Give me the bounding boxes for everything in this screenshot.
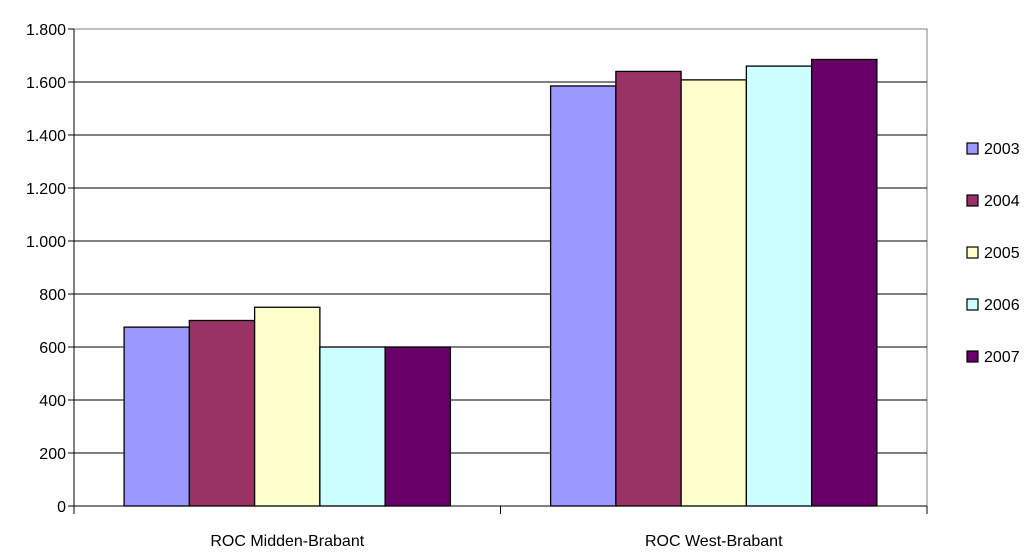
legend-label: 2004 <box>984 193 1020 210</box>
legend-swatch <box>966 350 979 363</box>
y-tick-label: 400 <box>39 393 66 410</box>
y-axis: 0 200 400 600 800 1.000 1.200 1.400 1.600 1.800 <box>26 22 75 516</box>
legend: 2003 2004 2005 2006 2007 <box>966 141 1020 366</box>
y-tick-label: 600 <box>39 340 66 357</box>
legend-swatch <box>966 194 979 207</box>
legend-swatch <box>966 298 979 311</box>
legend-label: 2003 <box>984 141 1020 158</box>
bar-2003-midden-brabant <box>123 326 191 507</box>
bars <box>123 58 878 507</box>
y-tick-label: 800 <box>39 287 66 304</box>
y-tick-label: 1.600 <box>26 75 66 92</box>
legend-swatch <box>966 142 979 155</box>
bar-2007-midden-brabant <box>384 346 452 507</box>
bar-2005-midden-brabant <box>253 306 321 507</box>
bar-2004-midden-brabant <box>188 319 256 507</box>
bar-2003-west-brabant <box>549 85 617 507</box>
legend-label: 2005 <box>984 245 1020 262</box>
legend-label: 2006 <box>984 297 1020 314</box>
legend-label: 2007 <box>984 349 1020 366</box>
bar-2004-west-brabant <box>615 70 682 507</box>
y-tick-label: 0 <box>57 499 66 516</box>
bar-2006-midden-brabant <box>319 346 386 507</box>
bar-2005-west-brabant <box>680 79 748 507</box>
x-tick-label: ROC Midden-Brabant <box>210 533 364 550</box>
y-tick-label: 1.000 <box>26 234 66 251</box>
y-tick-label: 1.200 <box>26 181 66 198</box>
y-tick-label: 1.400 <box>26 128 66 145</box>
legend-swatch <box>966 246 979 259</box>
y-tick-label: 200 <box>39 446 66 463</box>
x-axis: ROC Midden-Brabant ROC West-Brabant <box>73 505 928 550</box>
bar-2006-west-brabant <box>745 65 813 507</box>
bar-2007-west-brabant <box>810 58 878 507</box>
y-tick-label: 1.800 <box>26 22 66 39</box>
x-tick-label: ROC West-Brabant <box>645 533 783 550</box>
